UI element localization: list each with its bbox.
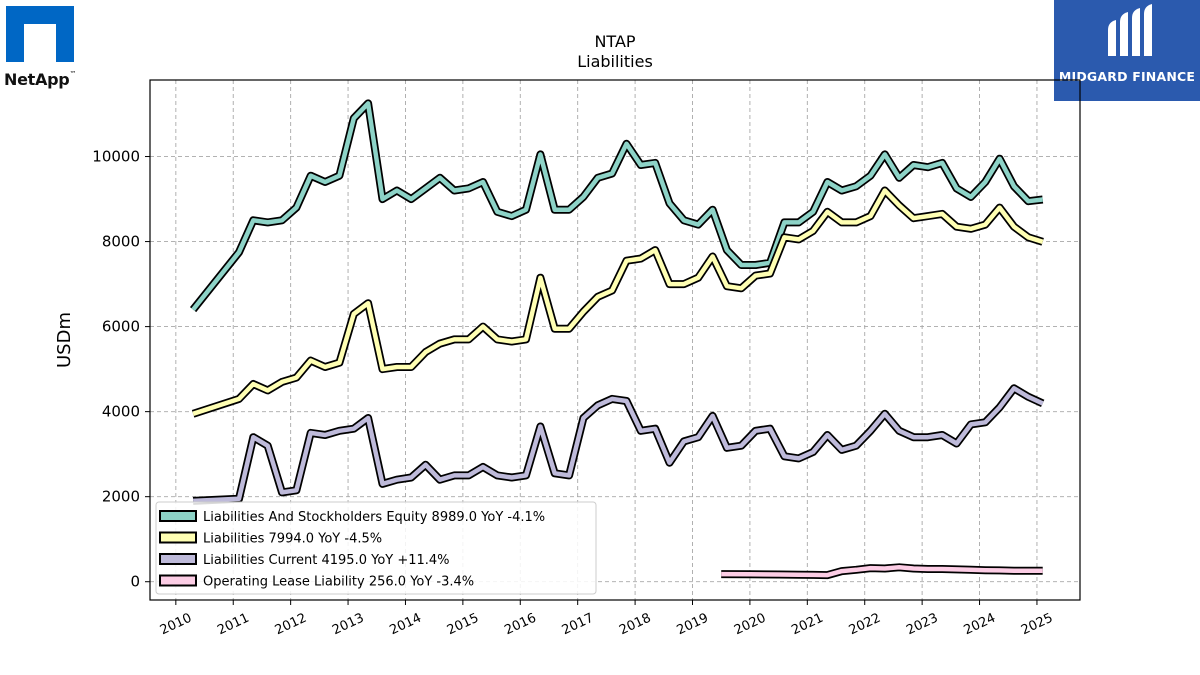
series-line-1 [192,188,1044,416]
legend: Liabilities And Stockholders Equity 8989… [155,501,597,595]
legend-entry-1: Liabilities 7994.0 YoY -4.5% [203,532,382,547]
x-tick-label: 2017 [560,611,596,639]
x-tick-label: 2015 [445,611,481,639]
y-tick-label: 4000 [102,403,140,421]
legend-swatch-3 [159,574,197,587]
y-tick-label: 2000 [102,488,140,506]
x-tick-label: 2010 [158,611,194,639]
legend-entry-3: Operating Lease Liability 256.0 YoY -3.4… [203,575,474,590]
series-line-outline-1 [191,186,1044,418]
series-line-outline-2 [192,384,1045,505]
midgard-emblem-icon [1108,4,1152,56]
netapp-logo-icon [6,6,74,62]
series-line-0 [191,101,1043,312]
grid [150,80,1080,600]
y-tick-label: 8000 [102,233,140,251]
y-tick-label: 0 [130,573,140,591]
series-line-3 [721,565,1043,578]
y-tick-label: 10000 [92,148,140,166]
x-tick-label: 2014 [388,611,424,639]
netapp-logo: NetApp™ [4,4,80,92]
midgard-logo-text: MIDGARD FINANCE [1058,69,1196,84]
plot-frame [149,79,1081,601]
legend-entry-2: Liabilities Current 4195.0 YoY +11.4% [203,553,450,568]
legend-entry-0: Liabilities And Stockholders Equity 8989… [203,510,545,525]
x-tick-label: 2012 [273,611,309,639]
legend-swatch-0 [159,510,197,522]
x-tick-label: 2021 [789,611,825,639]
x-tick-label: 2019 [675,611,711,639]
y-tick-label: 6000 [102,318,140,336]
x-tick-label: 2018 [617,611,653,639]
x-tick-label: 2013 [330,611,366,639]
series-lines [189,99,1045,580]
chart-subtitle: Liabilities [577,52,653,71]
legend-swatch-1 [159,531,197,544]
x-tick-label: 2011 [215,611,251,639]
legend-swatch-2 [159,553,197,565]
netapp-logo-text: NetApp™ [4,70,77,89]
x-tick-label: 2016 [502,611,538,639]
y-axis-label: USDm [54,312,75,368]
series-line-2 [192,386,1044,504]
legend-box [155,501,597,595]
x-tick-label: 2022 [847,611,883,639]
x-tick-label: 2020 [732,611,768,639]
x-tick-label: 2024 [962,611,998,639]
midgard-finance-logo: MIDGARD FINANCE [1054,0,1200,101]
x-tick-label: 2023 [904,611,940,639]
chart-title: NTAP [594,32,635,51]
x-tick-label: 2025 [1019,611,1055,639]
